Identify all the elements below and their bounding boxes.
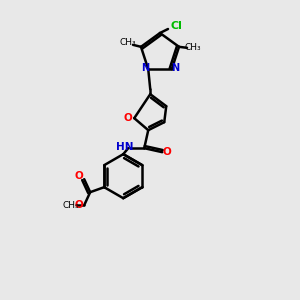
Text: O: O	[75, 200, 84, 210]
Text: CH₃: CH₃	[185, 43, 201, 52]
Text: O: O	[75, 171, 84, 181]
Text: Cl: Cl	[170, 21, 182, 31]
Text: O: O	[163, 147, 172, 157]
Text: HN: HN	[116, 142, 134, 152]
Text: O: O	[124, 113, 133, 123]
Text: CH₃: CH₃	[63, 201, 80, 210]
Text: CH₃: CH₃	[120, 38, 136, 47]
Text: N: N	[141, 63, 149, 73]
Text: N: N	[171, 63, 179, 73]
